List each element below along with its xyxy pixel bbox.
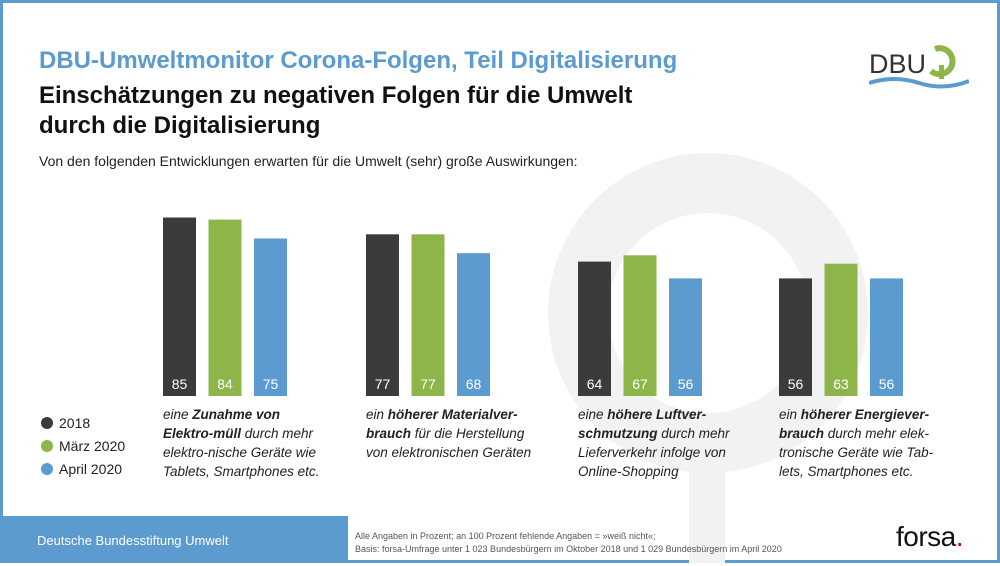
data-label: 64: [587, 376, 603, 392]
dbu-logo-text: DBU: [869, 49, 926, 79]
bar: [578, 261, 611, 396]
bar: [623, 255, 657, 396]
bar: [254, 238, 287, 396]
bar-chart: 85 77 64 56 84 77 67 63 75 68 56 56: [163, 217, 903, 396]
legend-item: April 2020: [41, 457, 125, 480]
category-label: eine Zunahme von Elektro-müll durch mehr…: [163, 407, 320, 479]
bar: [208, 219, 242, 396]
data-label: 56: [788, 376, 804, 392]
data-label: 68: [466, 376, 482, 392]
bar: [457, 253, 490, 396]
data-label: 56: [678, 376, 694, 392]
data-label: 77: [375, 376, 391, 392]
bar: [366, 234, 399, 396]
chart-subtitle: Von den folgenden Entwicklungen erwarten…: [39, 153, 578, 169]
forsa-logo: forsa.: [896, 521, 964, 552]
bar: [870, 278, 903, 396]
data-label: 85: [172, 376, 188, 392]
category-label: eine höhere Luftver-schmutzung durch meh…: [578, 407, 730, 479]
legend-item: 2018: [41, 411, 125, 434]
bar: [669, 278, 702, 396]
legend-swatch: [41, 416, 53, 429]
data-label: 77: [420, 376, 436, 392]
bar: [824, 263, 858, 396]
legend: 2018 März 2020 April 2020: [41, 411, 125, 480]
data-label: 67: [632, 376, 648, 392]
background-logo-stem: [689, 423, 725, 563]
data-label: 63: [833, 376, 849, 392]
report-title: DBU-Umweltmonitor Corona-Folgen, Teil Di…: [39, 47, 678, 74]
data-label: 84: [217, 376, 233, 392]
dbu-logo: DBU: [869, 45, 969, 89]
bar: [411, 234, 445, 396]
legend-swatch: [41, 439, 53, 452]
data-label: 56: [879, 376, 895, 392]
bar: [779, 278, 812, 396]
category-label: ein höherer Materialver-brauch für die H…: [366, 407, 532, 460]
footnote: Alle Angaben in Prozent; an 100 Prozent …: [355, 531, 782, 554]
bar: [163, 217, 196, 396]
data-label: 75: [263, 376, 279, 392]
legend-swatch: [41, 462, 53, 475]
legend-item: März 2020: [41, 434, 125, 457]
category-label: ein höherer Energiever-brauch durch mehr…: [779, 407, 934, 479]
footer-org: Deutsche Bundesstiftung Umwelt: [3, 516, 348, 563]
chart-headline: Einschätzungen zu negativen Folgen für d…: [39, 82, 633, 139]
